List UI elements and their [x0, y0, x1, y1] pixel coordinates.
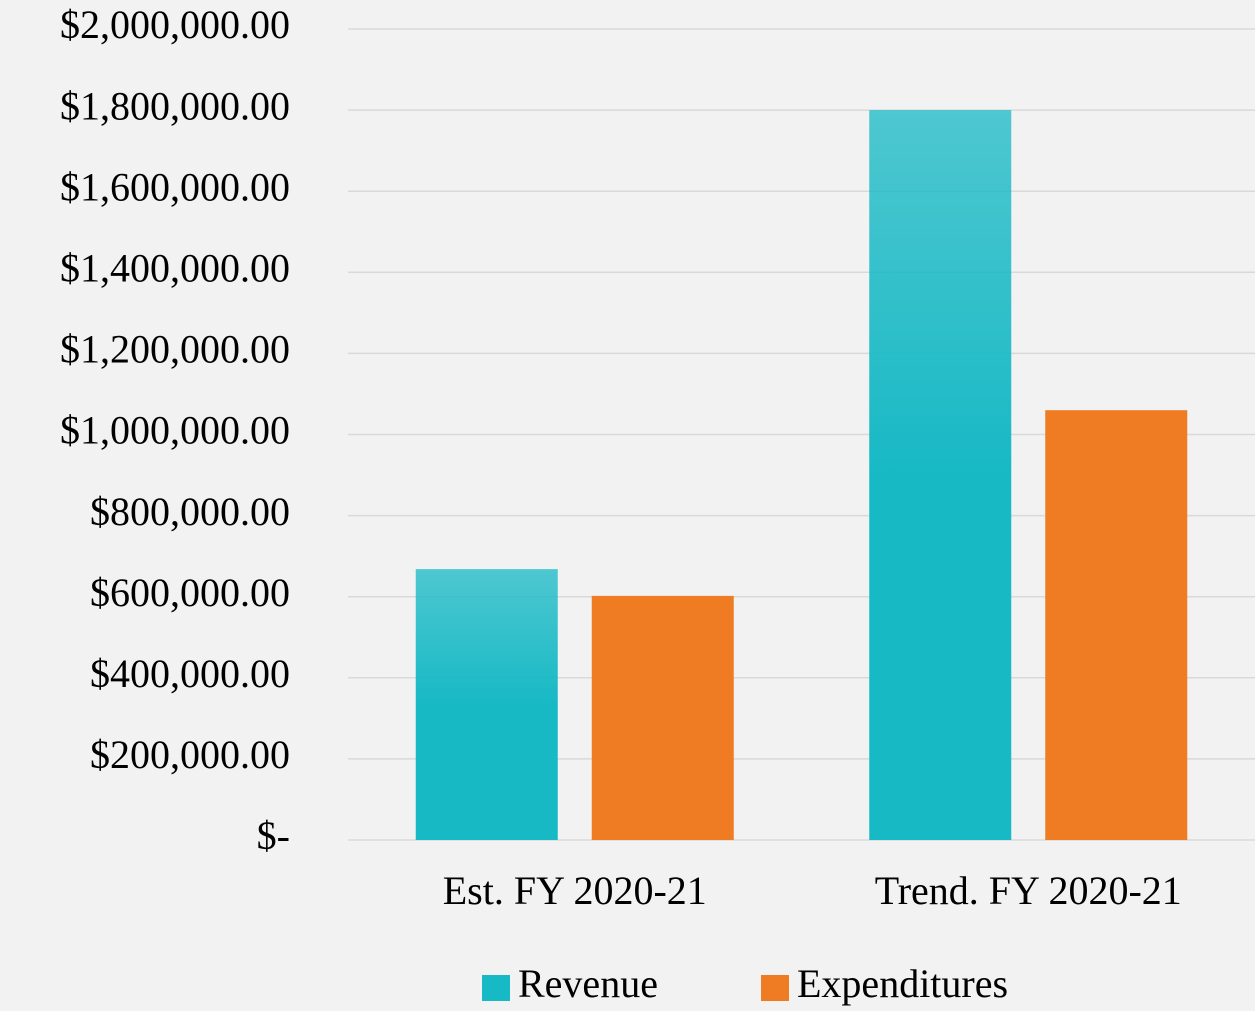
- y-tick-label: $200,000.00: [90, 732, 290, 777]
- y-tick-label: $-: [257, 813, 290, 858]
- y-tick-label: $1,400,000.00: [60, 245, 290, 290]
- x-tick-label: Trend. FY 2020-21: [875, 868, 1182, 913]
- legend-label: Expenditures: [797, 961, 1008, 1006]
- bar: [415, 569, 558, 840]
- y-tick-label: $1,600,000.00: [60, 164, 290, 209]
- y-tick-label: $1,000,000.00: [60, 408, 290, 453]
- bar: [869, 110, 1012, 841]
- y-tick-label: $2,000,000.00: [60, 2, 290, 47]
- y-tick-label: $1,800,000.00: [60, 83, 290, 128]
- y-tick-label: $800,000.00: [90, 489, 290, 534]
- bar: [591, 595, 734, 840]
- legend-swatch: [761, 975, 789, 1001]
- legend-swatch: [482, 975, 510, 1001]
- y-tick-label: $400,000.00: [90, 651, 290, 696]
- y-tick-label: $600,000.00: [90, 570, 290, 615]
- legend-label: Revenue: [518, 961, 658, 1006]
- x-tick-label: Est. FY 2020-21: [443, 868, 707, 913]
- y-tick-label: $1,200,000.00: [60, 327, 290, 372]
- bar: [1045, 410, 1188, 840]
